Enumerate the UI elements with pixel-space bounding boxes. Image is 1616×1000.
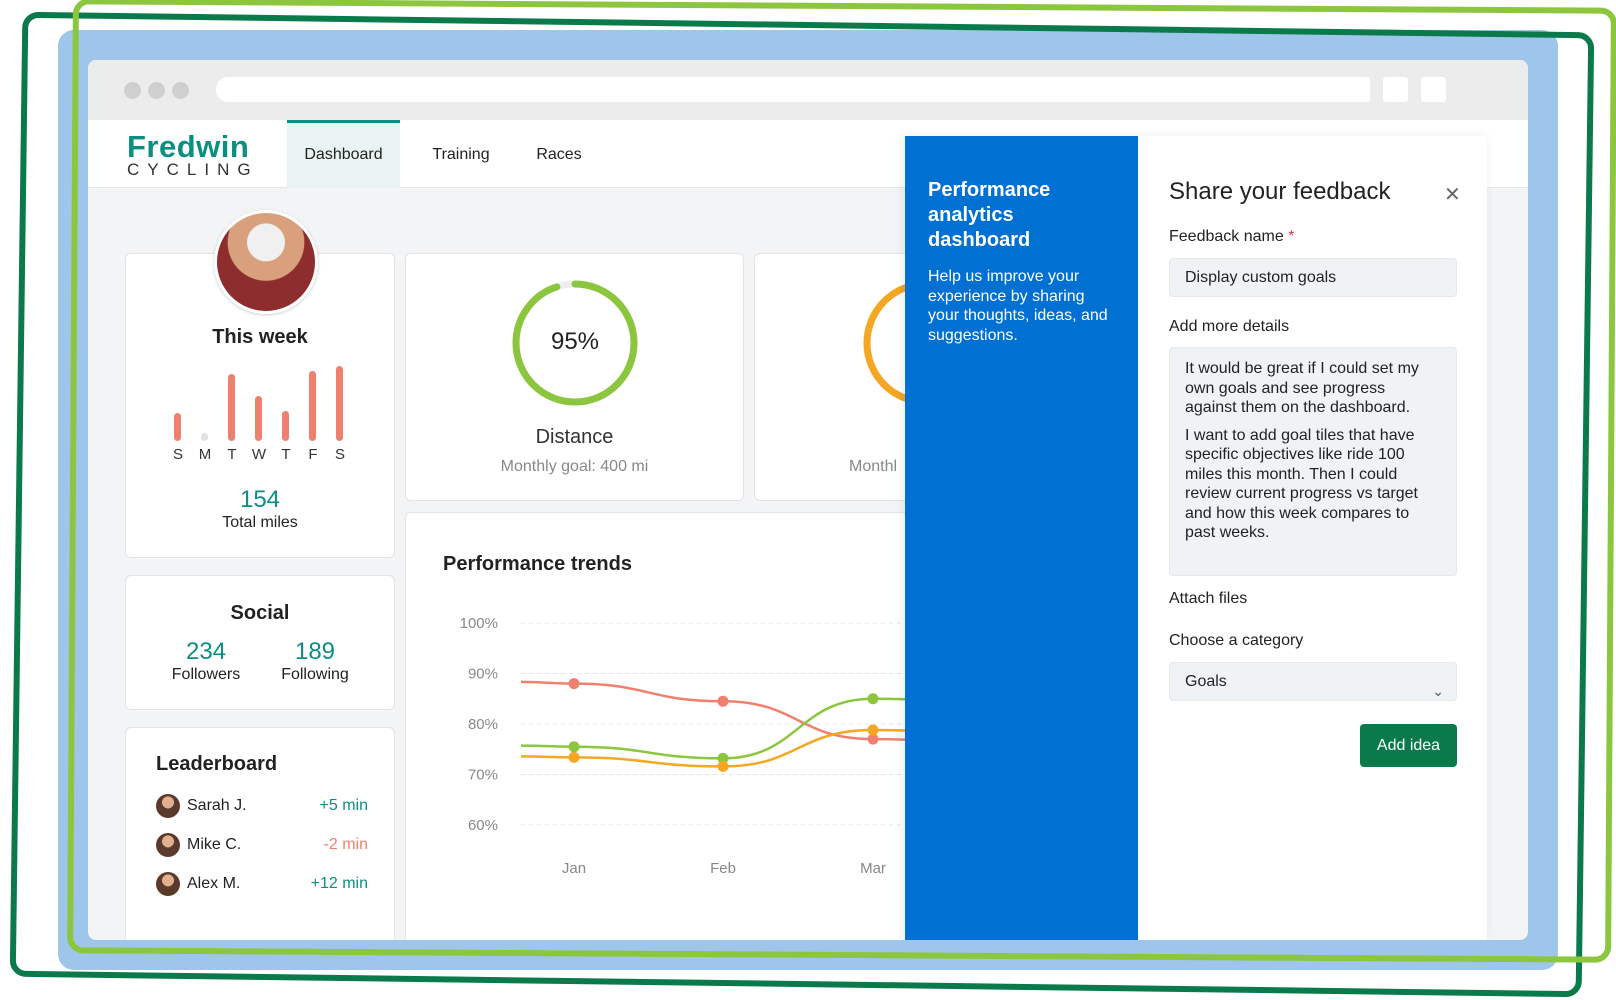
weekday-label: T bbox=[281, 446, 291, 463]
data-point bbox=[568, 741, 580, 753]
tab-dashboard[interactable]: Dashboard bbox=[287, 120, 400, 188]
weekday-bar bbox=[201, 433, 208, 441]
avatar[interactable] bbox=[214, 210, 318, 314]
browser-button[interactable] bbox=[1345, 77, 1370, 102]
leaderboard-row[interactable]: Sarah J. +5 min bbox=[156, 794, 368, 820]
feedback-form-title: Share your feedback bbox=[1169, 178, 1391, 205]
weekday-label: T bbox=[227, 446, 237, 463]
feedback-intro-title: Performance analytics dashboard bbox=[928, 179, 1051, 251]
address-bar[interactable] bbox=[216, 77, 1360, 102]
add-idea-button[interactable]: Add idea bbox=[1360, 724, 1457, 767]
browser-button[interactable] bbox=[1421, 77, 1446, 102]
y-tick-label: 60% bbox=[468, 817, 498, 834]
y-tick-label: 70% bbox=[468, 767, 498, 784]
data-point bbox=[867, 693, 879, 705]
weekday-label: W bbox=[251, 446, 267, 463]
data-point bbox=[568, 751, 580, 763]
distance-percent: 95% bbox=[550, 328, 600, 355]
leaderboard-delta: +12 min bbox=[310, 875, 368, 892]
distance-goal: Monthly goal: 400 mi bbox=[500, 458, 649, 475]
weekday-bar bbox=[255, 396, 262, 441]
followers-count[interactable]: 234 bbox=[185, 638, 227, 665]
window-dot[interactable] bbox=[124, 82, 141, 99]
x-tick-label: Feb bbox=[710, 860, 736, 877]
leaderboard-card: Leaderboard Sarah J. +5 min Mike C. -2 m… bbox=[125, 727, 395, 940]
distance-progress-ring bbox=[512, 280, 638, 406]
details-textarea[interactable]: It would be great if I could set my own … bbox=[1169, 347, 1457, 576]
weekday-bar bbox=[228, 373, 235, 441]
details-label: Add more details bbox=[1169, 318, 1290, 335]
browser-window: Fredwin CYCLING Dashboard Training Races… bbox=[88, 60, 1528, 940]
details-paragraph: I want to add goal tiles that have speci… bbox=[1185, 426, 1418, 542]
following-count[interactable]: 189 bbox=[294, 638, 336, 665]
social-card: Social 234 Followers 189 Following bbox=[125, 575, 395, 710]
x-tick-label: Mar bbox=[860, 860, 886, 877]
feedback-name-label: Feedback name * bbox=[1169, 228, 1295, 245]
chart-title: Performance trends bbox=[443, 553, 632, 575]
weekday-label: S bbox=[172, 446, 183, 463]
feedback-name-input[interactable] bbox=[1169, 258, 1457, 297]
weekday-bar bbox=[309, 371, 316, 441]
monthly-card-label: Monthl bbox=[849, 458, 898, 475]
data-point bbox=[568, 678, 580, 690]
leaderboard-row[interactable]: Alex M. +12 min bbox=[156, 872, 368, 898]
leaderboard-title: Leaderboard bbox=[156, 753, 278, 775]
avatar bbox=[156, 833, 180, 857]
social-title: Social bbox=[230, 602, 290, 624]
weekday-label: S bbox=[334, 446, 345, 463]
leaderboard-name: Mike C. bbox=[187, 836, 242, 853]
feedback-intro-panel: Performance analytics dashboard Help us … bbox=[905, 136, 1138, 940]
tab-races[interactable]: Races bbox=[536, 146, 582, 163]
total-miles-value: 154 bbox=[239, 486, 281, 513]
category-label: Choose a category bbox=[1169, 632, 1304, 649]
data-point bbox=[717, 752, 729, 764]
feedback-dialog: Performance analytics dashboard Help us … bbox=[905, 136, 1487, 940]
window-dot[interactable] bbox=[172, 82, 189, 99]
y-tick-label: 80% bbox=[468, 716, 498, 733]
data-point bbox=[867, 733, 879, 745]
browser-chrome bbox=[88, 60, 1528, 120]
brand-tagline: CYCLING bbox=[127, 160, 259, 179]
data-point bbox=[867, 724, 879, 736]
weekly-bar-chart bbox=[174, 366, 350, 441]
weekday-bar bbox=[174, 412, 181, 441]
close-icon[interactable]: ✕ bbox=[1444, 184, 1461, 206]
x-tick-label: Jan bbox=[562, 860, 586, 877]
distance-title: Distance bbox=[535, 426, 614, 448]
leaderboard-delta: -2 min bbox=[323, 836, 368, 853]
details-paragraph: It would be great if I could set my own … bbox=[1185, 360, 1419, 416]
y-tick-label: 100% bbox=[460, 615, 498, 632]
leaderboard-delta: +5 min bbox=[319, 797, 368, 814]
brand-logo[interactable]: Fredwin bbox=[127, 129, 250, 164]
category-select[interactable]: Goals ⌄ bbox=[1169, 662, 1457, 701]
feedback-intro-text: Help us improve your experience by shari… bbox=[928, 268, 1108, 344]
chevron-down-icon: ⌄ bbox=[1432, 683, 1444, 699]
followers-label: Followers bbox=[171, 666, 241, 683]
tab-training[interactable]: Training bbox=[432, 146, 490, 163]
weekday-bar bbox=[282, 411, 289, 441]
required-mark: * bbox=[1288, 228, 1295, 245]
window-dot[interactable] bbox=[148, 82, 165, 99]
data-point bbox=[717, 695, 729, 707]
distance-card: 95% Distance Monthly goal: 400 mi bbox=[405, 253, 744, 501]
total-miles-label: Total miles bbox=[222, 514, 298, 531]
weekday-label: M bbox=[198, 446, 212, 463]
weekday-bar bbox=[336, 366, 343, 441]
avatar bbox=[156, 872, 180, 896]
leaderboard-row[interactable]: Mike C. -2 min bbox=[156, 833, 368, 859]
attach-files-link[interactable]: Attach files bbox=[1169, 590, 1248, 607]
this-week-title: This week bbox=[212, 326, 308, 348]
browser-button[interactable] bbox=[1383, 77, 1408, 102]
data-point bbox=[717, 760, 729, 772]
category-value: Goals bbox=[1185, 673, 1227, 690]
leaderboard-name: Alex M. bbox=[187, 875, 241, 892]
weekday-label: F bbox=[308, 446, 318, 463]
avatar bbox=[156, 794, 180, 818]
y-tick-label: 90% bbox=[468, 666, 498, 683]
following-label: Following bbox=[281, 666, 349, 683]
leaderboard-name: Sarah J. bbox=[187, 797, 247, 814]
